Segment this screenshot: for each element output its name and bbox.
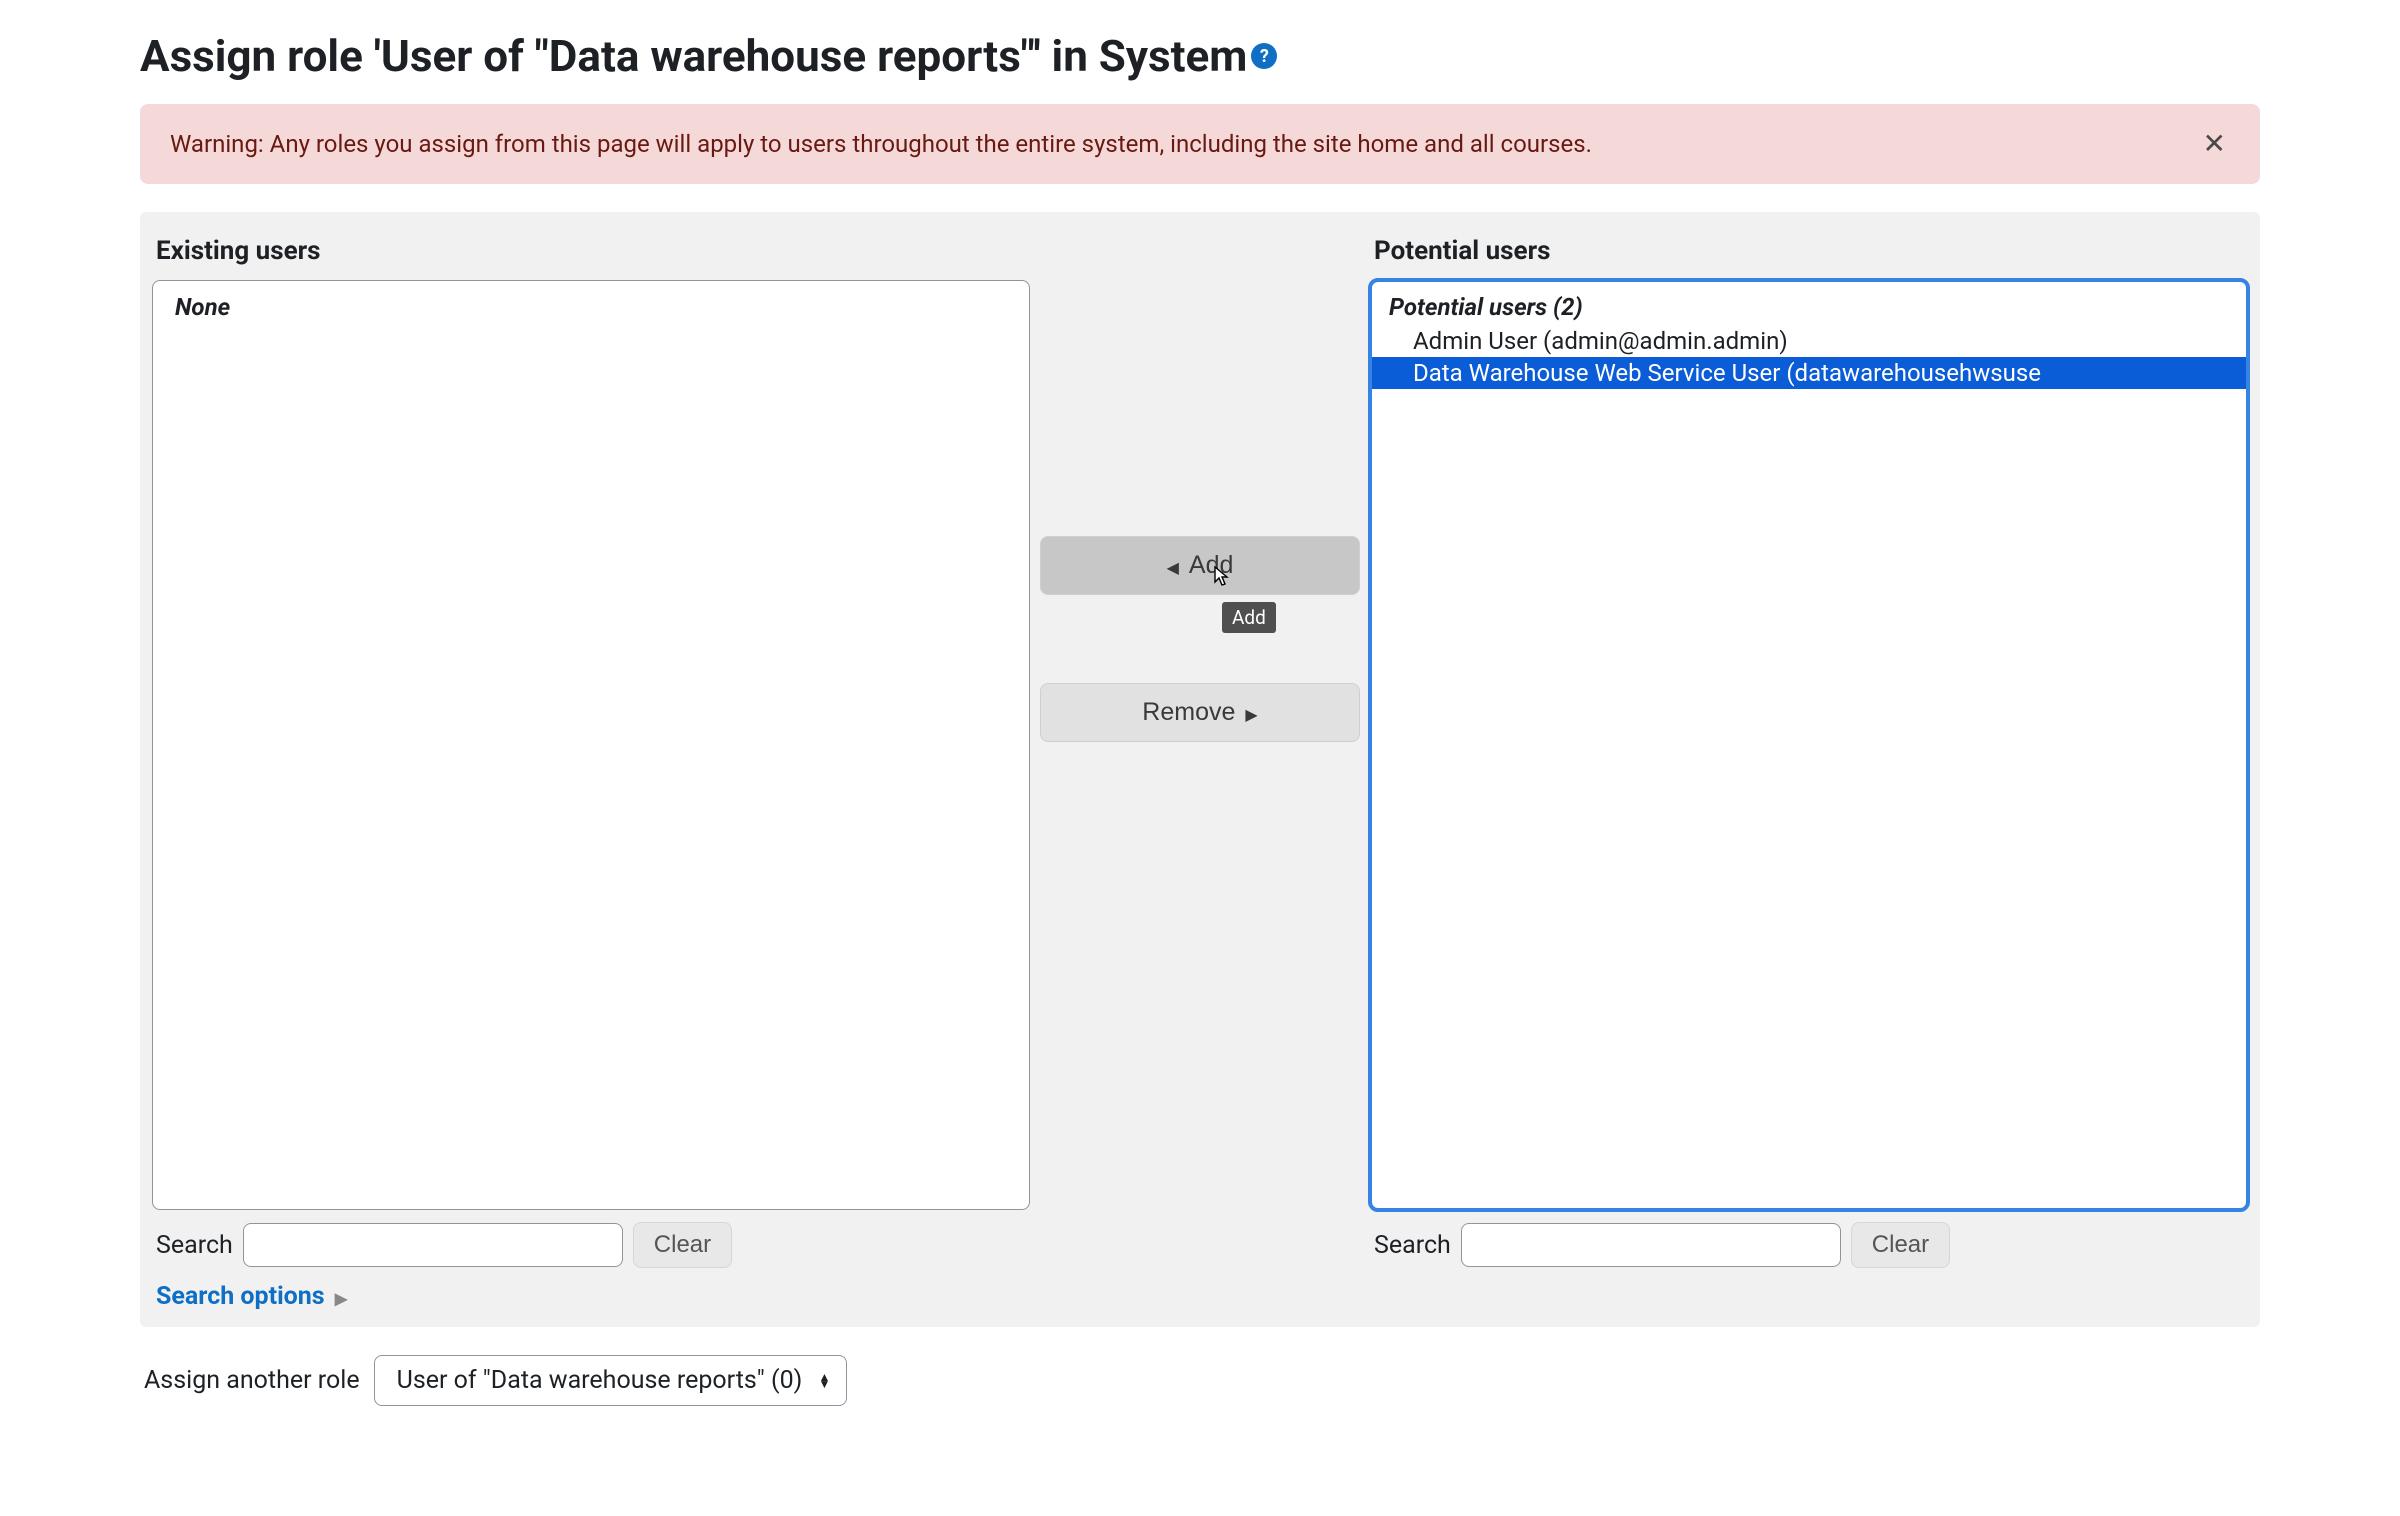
potential-user-item[interactable]: Data Warehouse Web Service User (datawar…: [1371, 357, 2247, 389]
potential-users-heading: Potential users: [1370, 236, 2248, 266]
page-title-text: Assign role 'User of "Data warehouse rep…: [140, 30, 1247, 82]
existing-search-row: Search Clear: [152, 1222, 1030, 1268]
potential-user-item[interactable]: Admin User (admin@admin.admin): [1371, 325, 2247, 357]
transfer-buttons-column: Add Add Remove: [1030, 236, 1370, 742]
search-options-label: Search options: [156, 1282, 325, 1311]
existing-search-label: Search: [156, 1231, 233, 1260]
help-icon[interactable]: ?: [1251, 43, 1277, 69]
existing-search-input[interactable]: [243, 1223, 623, 1267]
select-caret-icon: ▲▼: [818, 1373, 830, 1387]
warning-alert: Warning: Any roles you assign from this …: [140, 104, 2260, 184]
remove-button-label: Remove: [1142, 698, 1235, 727]
remove-button[interactable]: Remove: [1040, 683, 1360, 742]
existing-users-listbox[interactable]: None: [152, 280, 1030, 1210]
warning-text: Warning: Any roles you assign from this …: [170, 130, 1592, 158]
chevron-right-icon: ▶: [335, 1289, 347, 1308]
assign-another-role-label: Assign another role: [144, 1366, 360, 1395]
close-alert-button[interactable]: ✕: [2199, 126, 2230, 162]
role-select[interactable]: User of "Data warehouse reports" (0) ▲▼: [374, 1355, 848, 1406]
role-select-value: User of "Data warehouse reports" (0): [397, 1366, 803, 1395]
add-button[interactable]: Add: [1040, 536, 1360, 595]
search-options: Search options ▶: [152, 1282, 1030, 1311]
potential-search-label: Search: [1374, 1231, 1451, 1260]
potential-users-listbox[interactable]: Potential users (2) Admin User (admin@ad…: [1370, 280, 2248, 1210]
existing-users-column: Existing users None Search Clear Search …: [152, 236, 1030, 1311]
existing-users-none: None: [153, 281, 1029, 323]
add-button-label: Add: [1189, 551, 1233, 580]
potential-search-input[interactable]: [1461, 1223, 1841, 1267]
existing-users-heading: Existing users: [152, 236, 1030, 266]
triangle-left-icon: [1167, 551, 1179, 580]
existing-clear-button[interactable]: Clear: [633, 1222, 732, 1268]
page-title: Assign role 'User of "Data warehouse rep…: [140, 30, 2260, 82]
role-assign-panel: Existing users None Search Clear Search …: [140, 212, 2260, 1327]
search-options-toggle[interactable]: Search options ▶: [156, 1282, 347, 1311]
assign-another-role-row: Assign another role User of "Data wareho…: [140, 1355, 2260, 1406]
potential-users-header: Potential users (2): [1371, 281, 2247, 325]
potential-search-row: Search Clear: [1370, 1222, 2248, 1268]
add-tooltip: Add: [1222, 602, 1276, 633]
triangle-right-icon: [1245, 698, 1257, 727]
potential-users-column: Potential users Potential users (2) Admi…: [1370, 236, 2248, 1268]
potential-clear-button[interactable]: Clear: [1851, 1222, 1950, 1268]
